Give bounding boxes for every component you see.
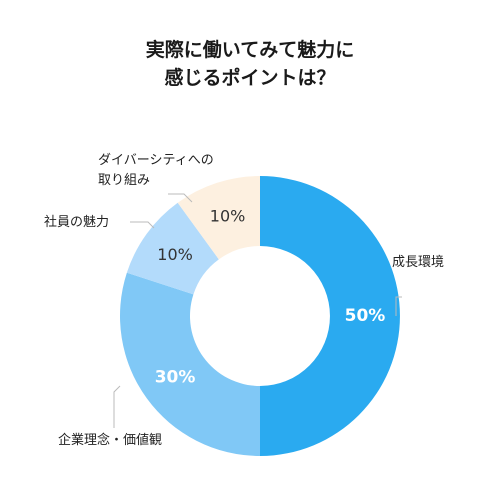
- chart-title: 実際に働いてみて魅力に 感じるポイントは？: [0, 36, 500, 92]
- value-label-4: 10%: [210, 207, 246, 226]
- leader-line-1: [395, 296, 402, 316]
- donut-slice-3: [126, 202, 219, 295]
- donut-slice-2: [119, 272, 260, 456]
- leader-line-3: [130, 221, 155, 229]
- category-label-4: ダイバーシティへの取り組み: [98, 153, 214, 188]
- value-label-2: 30%: [155, 368, 196, 388]
- donut-slice-1: [260, 176, 400, 456]
- category-label-3: 社員の魅力: [44, 214, 109, 230]
- value-label-3: 10%: [157, 245, 193, 264]
- category-label-2: 企業理念・価値観: [58, 432, 162, 448]
- value-labels-group: 50% 30% 10% 10%: [155, 207, 386, 388]
- leader-line-4: [168, 193, 193, 203]
- chart-title-line-1: 実際に働いてみて魅力に: [145, 39, 355, 61]
- leader-lines-group: [113, 193, 402, 428]
- donut-slice-4: [177, 176, 260, 260]
- leader-line-2: [113, 385, 121, 428]
- slices-group: [119, 176, 400, 456]
- category-label-1: 成長環境: [392, 255, 444, 270]
- chart-title-line-2: 感じるポイントは？: [164, 67, 336, 89]
- value-label-1: 50%: [345, 306, 386, 326]
